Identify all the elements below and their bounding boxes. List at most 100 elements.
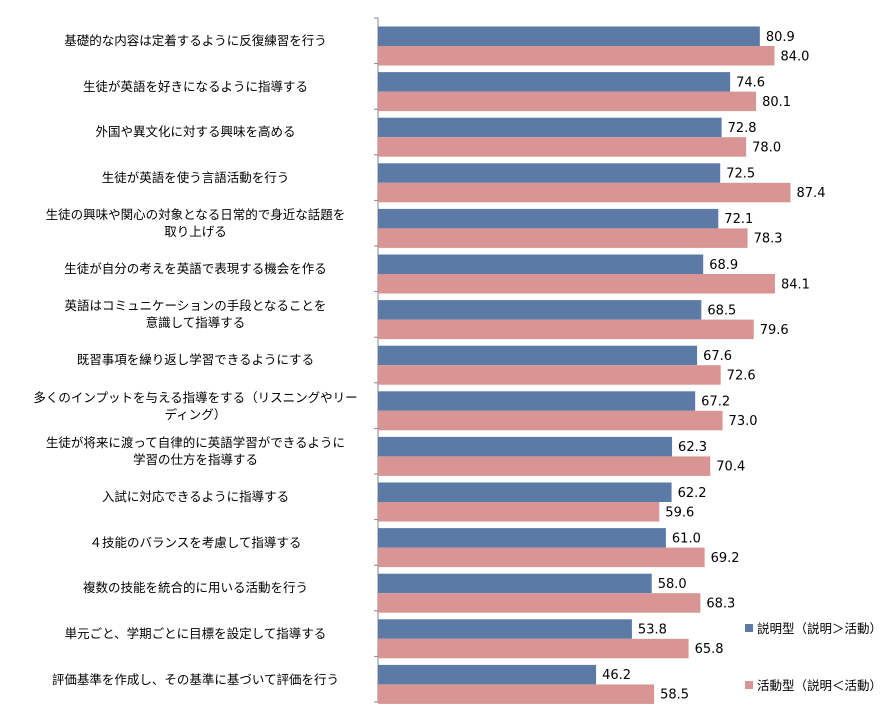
category-label-line: 意識して指導する [145, 315, 246, 331]
data-label-series-1: 61.0 [672, 531, 701, 546]
data-label-series-1: 74.6 [736, 75, 765, 90]
category-label-line: 生徒が将来に渡って自律的に英語学習ができるように [45, 435, 346, 451]
bar-series-1 [378, 117, 722, 138]
data-label-series-1: 62.3 [678, 440, 707, 455]
bar-series-2 [378, 593, 701, 613]
data-label-series-1: 67.6 [703, 349, 732, 364]
category-label: 生徒が将来に渡って自律的に英語学習ができるように 学習の仕方を指導する [18, 430, 373, 472]
data-label-series-2: 84.1 [781, 277, 810, 292]
data-label-series-1: 80.9 [766, 30, 795, 45]
category-label: 単元ごと、学期ごとに目標を設定して指導する [18, 613, 373, 655]
bar-series-1 [378, 482, 672, 502]
category-label-line: 生徒が英語を好きになるように指導する [82, 78, 308, 94]
legend-item-series-2: 活動型（説明＜活動） [745, 675, 882, 694]
bar-series-2 [378, 502, 660, 522]
data-label-series-1: 72.8 [728, 121, 757, 136]
bar-series-2 [378, 456, 711, 476]
category-label: 生徒が英語を使う言語活動を行う [18, 157, 373, 199]
category-label-line: ディング） [164, 406, 227, 422]
legend-item-series-1: 説明型（説明＞活動） [745, 618, 882, 637]
bar-series-2 [378, 319, 754, 340]
category-label-line: 生徒が自分の考えを英語で表現する機会を作る [64, 261, 327, 277]
data-label-series-2: 73.0 [729, 414, 758, 429]
category-label-line: ４技能のバランスを考慮して指導する [89, 534, 302, 550]
data-label-series-1: 58.0 [658, 577, 687, 592]
data-label-series-2: 72.6 [727, 368, 756, 383]
data-label-series-2: 65.8 [695, 642, 724, 657]
bar-series-1 [378, 664, 597, 685]
bar-series-2 [378, 228, 748, 248]
legend-label-series-1: 説明型（説明＞活動） [757, 621, 883, 636]
category-label-line: 既習事項を繰り返し学習できるようにする [76, 352, 315, 368]
category-label-line: 複数の技能を統合的に用いる活動を行う [82, 580, 308, 596]
category-label-line: 入試に対応できるように指導する [101, 489, 290, 505]
category-label-line: 外国や異文化に対する興味を高める [95, 124, 296, 140]
data-label-series-2: 68.3 [706, 596, 735, 611]
bar-series-2 [378, 91, 757, 112]
bar-series-2 [378, 365, 721, 385]
bar-series-1 [378, 436, 673, 457]
bar-series-1 [378, 254, 704, 274]
category-label: 生徒が英語を好きになるように指導する [18, 66, 373, 108]
data-label-series-1: 62.2 [678, 486, 707, 501]
data-label-series-2: 79.6 [760, 323, 789, 338]
bar-series-1 [378, 528, 666, 548]
bar-series-1 [378, 72, 731, 92]
bar-series-1 [378, 345, 698, 366]
category-label: 英語はコミュニケーションの手段となることを 意識して指導する [18, 294, 373, 336]
category-label: 基礎的な内容は定着するように反復練習を行う [18, 20, 373, 62]
bar-series-2 [378, 547, 705, 568]
category-label-line: 英語はコミュニケーションの手段となることを [64, 298, 327, 314]
data-label-series-2: 84.0 [780, 49, 809, 64]
bar-series-1 [378, 391, 696, 411]
category-label-line: 学習の仕方を指導する [132, 452, 258, 468]
data-label-series-1: 68.5 [707, 303, 736, 318]
category-label: 生徒の興味や関心の対象となる日常的で身近な話題を 取り上げる [18, 202, 373, 244]
category-label-line: 基礎的な内容は定着するように反復練習を行う [64, 33, 327, 49]
data-label-series-1: 68.9 [709, 258, 738, 273]
category-label: 入試に対応できるように指導する [18, 476, 373, 518]
bar-series-2 [378, 638, 689, 659]
data-label-series-1: 72.1 [724, 212, 753, 227]
data-label-series-2: 78.0 [752, 140, 781, 155]
category-label-line: 取り上げる [164, 224, 227, 240]
data-label-series-2: 70.4 [716, 460, 745, 475]
category-label-line: 単元ごと、学期ごとに目標を設定して指導する [64, 626, 327, 642]
bar-series-2 [378, 274, 775, 294]
category-label-line: 多くのインプットを与える指導をする（リスニングやリー [33, 389, 358, 405]
bar-series-2 [378, 182, 791, 203]
bar-series-1 [378, 163, 721, 183]
bar-series-1 [378, 300, 702, 320]
category-label: 既習事項を繰り返し学習できるようにする [18, 339, 373, 381]
legend-swatch-series-2 [745, 680, 753, 689]
category-label: 外国や異文化に対する興味を高める [18, 111, 373, 153]
data-label-series-2: 58.5 [660, 688, 689, 703]
data-label-series-1: 53.8 [638, 623, 667, 638]
category-label-line: 生徒が英語を使う言語活動を行う [101, 170, 290, 186]
bar-series-1 [378, 26, 760, 46]
bar-series-2 [378, 410, 723, 431]
data-label-series-1: 46.2 [602, 668, 631, 683]
category-label-line: 生徒の興味や関心の対象となる日常的で身近な話題を [45, 207, 346, 223]
data-label-series-2: 78.3 [754, 232, 783, 247]
bar-series-1 [378, 573, 652, 594]
data-label-series-2: 69.2 [711, 551, 740, 566]
legend-label-series-2: 活動型（説明＜活動） [757, 678, 883, 693]
category-label-line: 評価基準を作成し、その基準に基づいて評価を行う [51, 671, 340, 687]
legend-swatch-series-1 [745, 623, 753, 632]
bar-series-2 [378, 137, 747, 157]
data-label-series-1: 67.2 [701, 395, 730, 410]
data-label-series-2: 80.1 [762, 95, 791, 110]
data-label-series-1: 72.5 [726, 167, 755, 182]
bar-series-1 [378, 208, 719, 229]
data-label-series-2: 59.6 [665, 505, 694, 520]
bar-series-2 [378, 684, 655, 704]
category-label: 多くのインプットを与える指導をする（リスニングやリー ディング） [18, 385, 373, 427]
category-label: ４技能のバランスを考慮して指導する [18, 522, 373, 564]
category-label: 複数の技能を統合的に用いる活動を行う [18, 567, 373, 609]
bar-series-2 [378, 46, 775, 66]
data-label-series-2: 87.4 [797, 186, 826, 201]
category-label: 生徒が自分の考えを英語で表現する機会を作る [18, 248, 373, 290]
category-label: 評価基準を作成し、その基準に基づいて評価を行う [18, 658, 373, 700]
